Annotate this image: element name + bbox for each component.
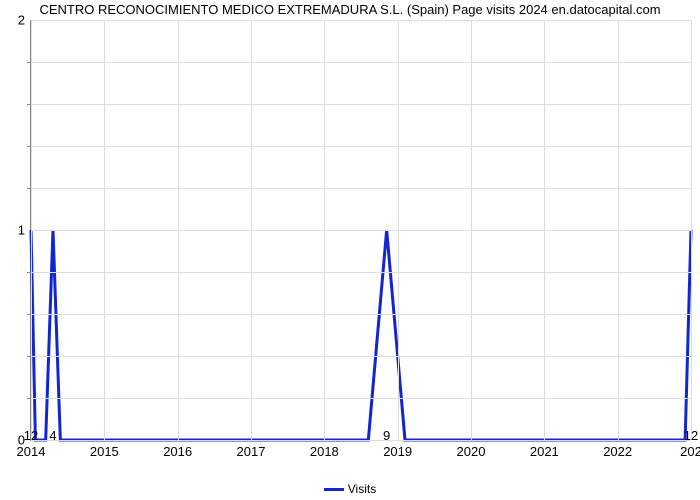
x-tick-label: 2021 bbox=[530, 440, 559, 459]
gridline-h-minor bbox=[31, 272, 691, 273]
gridline-h-minor bbox=[31, 398, 691, 399]
x-tick-label: 2017 bbox=[237, 440, 266, 459]
plot-area: 0122014201520162017201820192020202120222… bbox=[30, 20, 691, 441]
x-tick-label: 2018 bbox=[310, 440, 339, 459]
legend: Visits bbox=[0, 482, 700, 496]
data-point-label: 12 bbox=[684, 428, 698, 443]
gridline-v bbox=[178, 20, 179, 440]
gridline-h bbox=[31, 230, 691, 231]
gridline-v bbox=[618, 20, 619, 440]
gridline-h-minor bbox=[31, 188, 691, 189]
gridline-v bbox=[104, 20, 105, 440]
x-tick-label: 2015 bbox=[90, 440, 119, 459]
gridline-h bbox=[31, 440, 691, 441]
x-tick-label: 2016 bbox=[163, 440, 192, 459]
gridline-v bbox=[691, 20, 692, 440]
gridline-h-minor bbox=[31, 146, 691, 147]
gridline-v bbox=[324, 20, 325, 440]
gridline-v bbox=[251, 20, 252, 440]
gridline-h bbox=[31, 20, 691, 21]
x-tick-label: 2022 bbox=[603, 440, 632, 459]
gridline-h-minor bbox=[31, 314, 691, 315]
y-tick-label: 1 bbox=[18, 223, 31, 238]
gridline-v bbox=[31, 20, 32, 440]
data-point-label: 4 bbox=[49, 428, 56, 443]
gridline-v bbox=[471, 20, 472, 440]
y-tick-label: 2 bbox=[18, 13, 31, 28]
chart-title: CENTRO RECONOCIMIENTO MEDICO EXTREMADURA… bbox=[0, 2, 700, 17]
data-point-label: 9 bbox=[383, 428, 390, 443]
gridline-v bbox=[398, 20, 399, 440]
gridline-v bbox=[544, 20, 545, 440]
gridline-h-minor bbox=[31, 104, 691, 105]
x-tick-label: 2020 bbox=[457, 440, 486, 459]
legend-label: Visits bbox=[348, 482, 376, 496]
gridline-h-minor bbox=[31, 356, 691, 357]
data-point-label: 12 bbox=[24, 428, 38, 443]
visits-chart: CENTRO RECONOCIMIENTO MEDICO EXTREMADURA… bbox=[0, 0, 700, 500]
gridline-h-minor bbox=[31, 62, 691, 63]
legend-swatch bbox=[324, 488, 344, 491]
